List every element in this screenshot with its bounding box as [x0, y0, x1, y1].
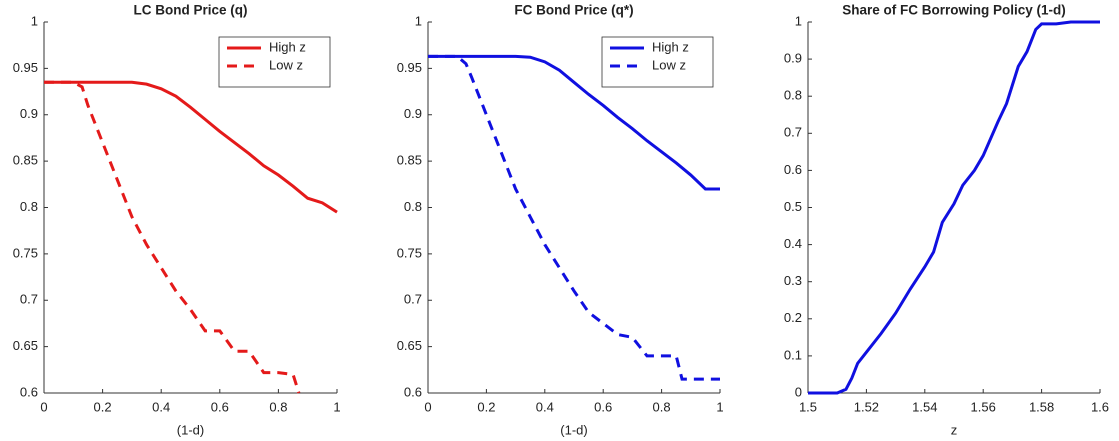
y-tick-label: 0.95: [13, 60, 38, 75]
x-tick-label: 1: [716, 399, 723, 414]
y-tick-label: 0.65: [397, 338, 422, 353]
legend-box: [218, 36, 331, 88]
y-tick-label: 0.8: [784, 88, 802, 103]
legend-label: Low z: [652, 57, 686, 72]
data-line: [808, 20, 1100, 395]
x-tick-label: 0.8: [653, 399, 671, 414]
y-tick-label: 0.7: [20, 292, 38, 307]
y-tick-label: 0.8: [404, 199, 422, 214]
y-tick-label: 0.5: [784, 199, 802, 214]
subplot: Share of FC Borrowing Policy (1-d) z 0 0.1 0…: [784, 3, 1109, 438]
y-tick-label: 0.95: [397, 60, 422, 75]
subplot: LC Bond Price (q) (1-d) 0.6 0.65 0.7 0.75 0.8 0…: [13, 3, 341, 438]
x-tick-label: 1.52: [854, 399, 879, 414]
y-tick-label: 0.9: [784, 51, 802, 66]
x-tick-label: 1.58: [1029, 399, 1054, 414]
x-axis-label: z: [951, 422, 958, 437]
x-tick-label: 0.2: [477, 399, 495, 414]
data-line: [428, 54, 720, 381]
y-tick-label: 0.85: [13, 153, 38, 168]
y-tick-label: 0.2: [784, 310, 802, 325]
data-line: [44, 80, 338, 214]
y-tick-label: 0.6: [784, 162, 802, 177]
chart-title: Share of FC Borrowing Policy (1-d): [842, 3, 1066, 18]
legend-box: [601, 36, 714, 88]
y-tick-label: 0.75: [13, 245, 38, 260]
y-tick-label: 0.7: [784, 125, 802, 140]
y-tick-label: 0.9: [20, 106, 38, 121]
data-line: [428, 54, 720, 191]
x-tick-label: 1.5: [799, 399, 817, 414]
y-tick-label: 0.3: [784, 273, 802, 288]
legend-label: High z: [652, 39, 689, 54]
x-tick-label: 0.4: [536, 399, 554, 414]
x-tick-label: 0: [424, 399, 431, 414]
x-tick-label: 1.6: [1091, 399, 1109, 414]
x-axis-label: (1-d): [177, 422, 204, 437]
x-tick-label: 0.8: [269, 399, 287, 414]
y-tick-label: 1: [795, 13, 802, 28]
y-tick-label: 0.7: [404, 292, 422, 307]
x-tick-label: 1.54: [912, 399, 937, 414]
y-tick-label: 0.6: [20, 384, 38, 399]
y-tick-label: 0.6: [404, 384, 422, 399]
y-tick-label: 0: [795, 384, 802, 399]
x-tick-label: 0: [40, 399, 47, 414]
y-tick-label: 0.9: [404, 106, 422, 121]
x-tick-label: 0.6: [211, 399, 229, 414]
legend: High z Low z: [601, 36, 714, 88]
x-axis-label: (1-d): [560, 422, 587, 437]
legend: High z Low z: [218, 36, 331, 88]
x-tick-label: 0.2: [94, 399, 112, 414]
x-tick-label: 1.56: [971, 399, 996, 414]
legend-label: High z: [269, 39, 306, 54]
chart-title: FC Bond Price (q*): [514, 3, 633, 18]
y-tick-label: 0.75: [397, 245, 422, 260]
y-tick-label: 1: [31, 13, 38, 28]
y-tick-label: 0.4: [784, 236, 802, 251]
y-tick-label: 0.1: [784, 347, 802, 362]
data-line: [44, 80, 301, 394]
x-tick-label: 1: [333, 399, 340, 414]
y-tick-label: 0.85: [397, 153, 422, 168]
legend-label: Low z: [269, 57, 303, 72]
y-tick-label: 0.65: [13, 338, 38, 353]
x-tick-label: 0.6: [594, 399, 612, 414]
y-tick-label: 0.8: [20, 199, 38, 214]
subplot: FC Bond Price (q*) (1-d) 0.6 0.65 0.7 0.75 0.8…: [397, 3, 724, 438]
chart-title: LC Bond Price (q): [134, 3, 248, 18]
y-tick-label: 1: [415, 13, 422, 28]
x-tick-label: 0.4: [152, 399, 170, 414]
